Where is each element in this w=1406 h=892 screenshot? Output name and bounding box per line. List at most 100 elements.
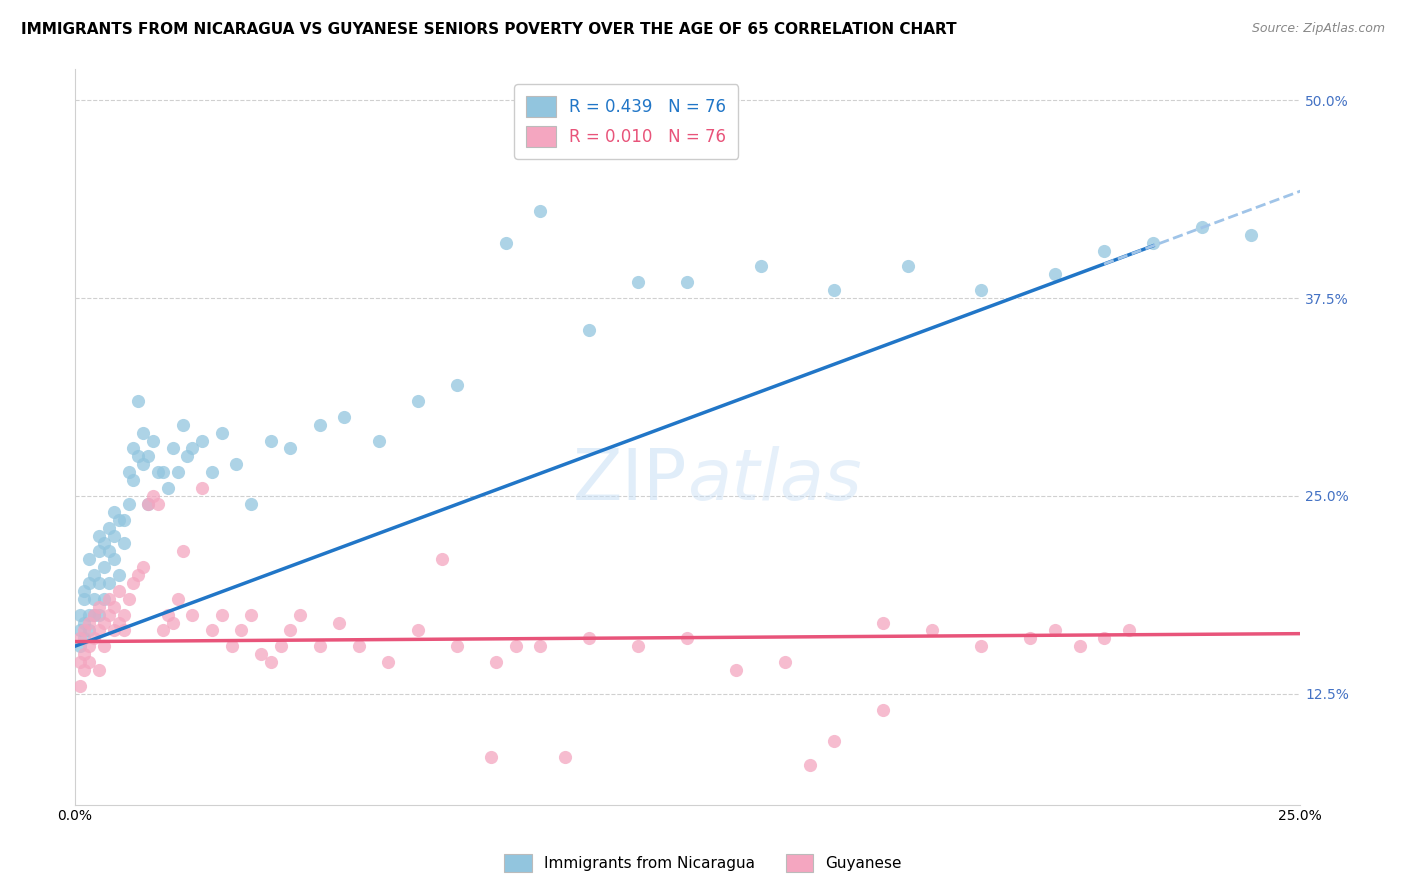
Point xyxy=(79,655,101,669)
Point xyxy=(627,640,650,654)
Point xyxy=(1240,227,1263,242)
Point xyxy=(98,576,121,591)
Point xyxy=(176,450,198,464)
Point xyxy=(333,409,356,424)
Point xyxy=(136,497,159,511)
Point xyxy=(225,457,247,471)
Point xyxy=(270,640,292,654)
Point xyxy=(112,624,135,638)
Point xyxy=(103,528,125,542)
Point xyxy=(921,624,943,638)
Point xyxy=(627,275,650,289)
Point xyxy=(107,513,129,527)
Point xyxy=(288,607,311,622)
Point xyxy=(69,640,91,654)
Point xyxy=(69,624,91,638)
Point xyxy=(221,640,243,654)
Point xyxy=(89,663,111,677)
Point xyxy=(1019,632,1042,646)
Point xyxy=(347,640,370,654)
Point xyxy=(328,615,350,630)
Text: IMMIGRANTS FROM NICARAGUA VS GUYANESE SENIORS POVERTY OVER THE AGE OF 65 CORRELA: IMMIGRANTS FROM NICARAGUA VS GUYANESE SE… xyxy=(21,22,956,37)
Point xyxy=(231,624,253,638)
Point xyxy=(89,599,111,614)
Point xyxy=(1043,268,1066,282)
Point xyxy=(93,640,115,654)
Point xyxy=(89,544,111,558)
Point xyxy=(127,450,149,464)
Point xyxy=(83,568,105,582)
Point xyxy=(1092,244,1115,258)
Point xyxy=(136,450,159,464)
Point xyxy=(79,640,101,654)
Point xyxy=(69,632,91,646)
Point xyxy=(201,624,224,638)
Point xyxy=(260,434,283,448)
Point xyxy=(98,544,121,558)
Point xyxy=(725,663,748,677)
Point xyxy=(73,663,96,677)
Point xyxy=(112,513,135,527)
Point xyxy=(107,615,129,630)
Point xyxy=(406,624,429,638)
Point xyxy=(446,640,468,654)
Point xyxy=(432,552,454,566)
Point xyxy=(970,283,993,297)
Point xyxy=(73,615,96,630)
Point xyxy=(107,568,129,582)
Text: atlas: atlas xyxy=(688,446,862,516)
Point xyxy=(142,434,165,448)
Point xyxy=(69,655,91,669)
Point xyxy=(132,560,155,574)
Point xyxy=(79,624,101,638)
Text: Source: ZipAtlas.com: Source: ZipAtlas.com xyxy=(1251,22,1385,36)
Point xyxy=(775,655,797,669)
Point xyxy=(367,434,389,448)
Point xyxy=(103,552,125,566)
Point xyxy=(485,655,508,669)
Point xyxy=(377,655,399,669)
Point xyxy=(166,465,188,479)
Point xyxy=(112,536,135,550)
Point xyxy=(93,591,115,606)
Point xyxy=(406,393,429,408)
Point xyxy=(250,647,273,661)
Point xyxy=(166,591,188,606)
Point xyxy=(83,591,105,606)
Point xyxy=(73,647,96,661)
Point xyxy=(676,632,699,646)
Point xyxy=(970,640,993,654)
Point xyxy=(172,544,194,558)
Point xyxy=(83,607,105,622)
Point xyxy=(1118,624,1140,638)
Point xyxy=(152,624,174,638)
Point xyxy=(146,465,169,479)
Point xyxy=(79,552,101,566)
Point xyxy=(201,465,224,479)
Point xyxy=(73,591,96,606)
Point xyxy=(136,497,159,511)
Point xyxy=(79,615,101,630)
Point xyxy=(529,640,551,654)
Point xyxy=(146,497,169,511)
Point xyxy=(79,576,101,591)
Point xyxy=(897,260,920,274)
Point xyxy=(73,624,96,638)
Point xyxy=(98,607,121,622)
Point xyxy=(872,615,894,630)
Point xyxy=(823,734,845,748)
Point xyxy=(578,632,600,646)
Point xyxy=(749,260,772,274)
Point xyxy=(191,434,214,448)
Point xyxy=(1092,632,1115,646)
Point xyxy=(172,417,194,432)
Point xyxy=(73,632,96,646)
Point xyxy=(156,607,179,622)
Point xyxy=(83,632,105,646)
Point xyxy=(93,560,115,574)
Point xyxy=(872,703,894,717)
Point xyxy=(127,568,149,582)
Point xyxy=(107,583,129,598)
Point xyxy=(122,473,145,487)
Point xyxy=(142,489,165,503)
